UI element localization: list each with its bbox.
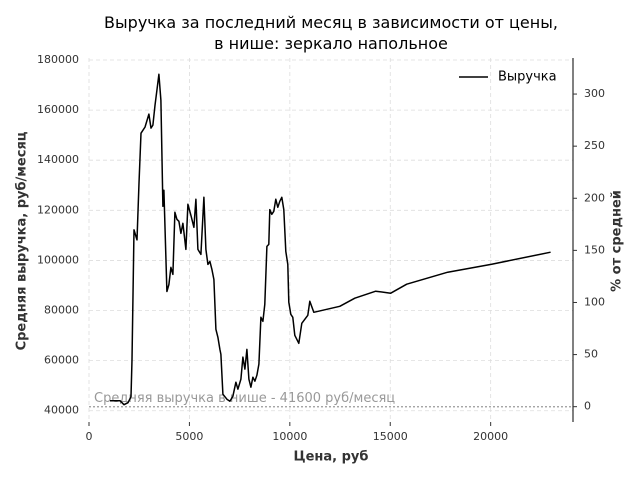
y2-tick-label: 250 bbox=[584, 139, 605, 152]
y2-tick-label: 0 bbox=[584, 400, 591, 413]
chart-title: Выручка за последний месяц в зависимости… bbox=[104, 13, 558, 53]
y-tick-label: 140000 bbox=[37, 153, 79, 166]
x-tick-label: 20000 bbox=[473, 430, 508, 443]
x-tick-label: 5000 bbox=[175, 430, 203, 443]
y-tick-label: 180000 bbox=[37, 53, 79, 66]
reference-label: Средняя выручка в нише - 41600 руб/месяц bbox=[94, 391, 395, 406]
data-line bbox=[110, 73, 551, 406]
x-tick-label: 0 bbox=[86, 430, 93, 443]
y-tick-label: 40000 bbox=[44, 404, 79, 417]
x-tick-label: 10000 bbox=[272, 430, 307, 443]
y-tick-label: 60000 bbox=[44, 354, 79, 367]
legend-label: Выручка bbox=[498, 70, 557, 85]
y2-tick-label: 100 bbox=[584, 295, 605, 308]
x-tick-label: 15000 bbox=[373, 430, 408, 443]
y-axis-label: Средняя выручка, руб/месяц bbox=[15, 131, 30, 350]
y2-tick-label: 50 bbox=[584, 348, 598, 361]
y-tick-label: 80000 bbox=[44, 304, 79, 317]
y2-tick-label: 200 bbox=[584, 191, 605, 204]
y2-axis-label: % от средней bbox=[610, 190, 625, 292]
y-tick-label: 100000 bbox=[37, 253, 79, 266]
x-axis-label: Цена, руб bbox=[294, 450, 369, 465]
y-tick-label: 160000 bbox=[37, 103, 79, 116]
y2-tick-label: 150 bbox=[584, 243, 605, 256]
y-tick-label: 120000 bbox=[37, 203, 79, 216]
y2-tick-label: 300 bbox=[584, 87, 605, 100]
